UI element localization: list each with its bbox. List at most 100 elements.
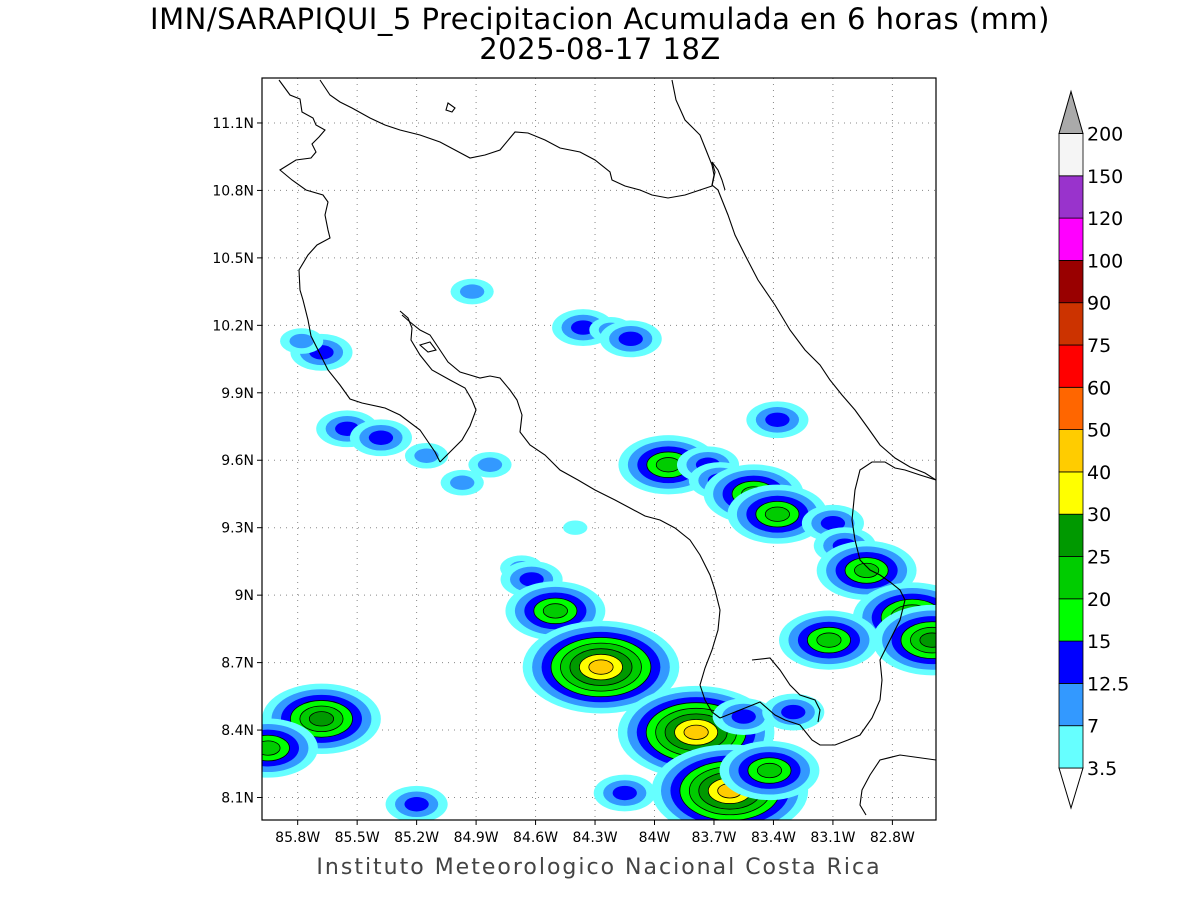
precip-contour <box>477 457 503 472</box>
coastline <box>278 79 936 816</box>
golfo-dulce-coastline <box>751 657 821 723</box>
colorbar-swatch <box>1058 725 1084 769</box>
colorbar-label: 60 <box>1087 377 1111 399</box>
burica-coastline <box>859 754 936 816</box>
lat-tick-label: 9N <box>235 588 254 604</box>
colorbar-swatch <box>1058 133 1084 177</box>
lat-tick-label: 8.4N <box>221 723 254 739</box>
chira-island <box>418 341 437 353</box>
precip-contour <box>655 457 681 473</box>
colorbar-label: 150 <box>1087 166 1123 188</box>
axis-labels: 11.1N 10.8N 10.5N 10.2N 9.9N 9.6N 9.3N 9N 8.7N 8.… <box>212 116 915 846</box>
colorbar-upper-arrow <box>1058 89 1084 134</box>
lat-tick-label: 9.6N <box>221 453 254 469</box>
lon-tick-label: 85.8W <box>275 830 320 846</box>
nicoya-gulf-coastline <box>399 310 477 463</box>
precip-contour <box>459 284 485 299</box>
map-subtitle: 2025-08-17 18Z <box>479 32 721 66</box>
colorbar-swatch <box>1058 302 1084 346</box>
colorbar-label: 15 <box>1087 631 1111 653</box>
osa-peninsula-coastline <box>719 461 936 746</box>
lat-tick-label: 11.1N <box>212 116 254 132</box>
precip-contour <box>781 704 806 720</box>
colorbar-swatch <box>1058 344 1084 388</box>
precip-contour <box>519 572 544 587</box>
colorbar-swatch <box>1058 683 1084 727</box>
lon-tick-label: 84.9W <box>454 830 499 846</box>
northern-border <box>319 79 726 199</box>
precip-contour <box>414 448 439 463</box>
lon-tick-label: 83.7W <box>691 830 736 846</box>
lat-tick-label: 10.2N <box>212 318 254 334</box>
precip-contour <box>820 516 846 531</box>
colorbar-swatch <box>1058 259 1084 304</box>
nicaragua-lake-islet <box>445 102 456 113</box>
precip-contour <box>854 562 880 579</box>
precip-contour <box>756 762 783 779</box>
colorbar-swatch <box>1058 556 1084 600</box>
gulf-inner-coastline <box>401 314 721 719</box>
colorbar: 3.5 7 12.5 15 20 25 30 40 50 60 75 90 100 120 150 200 <box>1058 89 1129 810</box>
colorbar-label: 25 <box>1087 547 1111 569</box>
precip-contour <box>731 709 756 724</box>
lon-tick-label: 84.6W <box>513 830 558 846</box>
precip-contour <box>919 632 936 648</box>
colorbar-swatch <box>1058 640 1084 684</box>
lat-tick-label: 8.7N <box>221 656 254 672</box>
map-frame <box>261 77 937 821</box>
colorbar-label: 120 <box>1087 208 1123 230</box>
lat-tick-label: 9.3N <box>221 521 254 537</box>
colorbar-swatch <box>1058 471 1084 515</box>
colorbar-label: 100 <box>1087 250 1123 272</box>
precip-contour <box>289 333 314 349</box>
lat-tick-label: 8.1N <box>221 791 254 807</box>
colorbar-label: 20 <box>1087 589 1111 611</box>
precip-contour <box>612 785 637 801</box>
colorbar-label: 40 <box>1087 462 1111 484</box>
lon-tick-label: 82.8W <box>870 830 915 846</box>
precip-contour <box>683 724 709 740</box>
colorbar-label: 30 <box>1087 504 1111 526</box>
precip-contour <box>368 430 394 445</box>
precip-contour <box>816 632 842 648</box>
precip-contour <box>618 331 643 347</box>
colorbar-label: 90 <box>1087 293 1111 315</box>
pacific-coastline <box>278 79 441 463</box>
map-title: IMN/SARAPIQUI_5 Precipitacion Acumulada … <box>150 2 1050 36</box>
lon-tick-label: 84.3W <box>573 830 618 846</box>
precip-contour <box>450 475 475 490</box>
precip-contour <box>563 520 588 535</box>
footer-credit: Instituto Meteorologico Nacional Costa R… <box>316 855 882 880</box>
colorbar-swatch <box>1058 217 1084 261</box>
colorbar-swatch <box>1058 429 1084 473</box>
lon-tick-label: 84W <box>639 830 671 846</box>
colorbar-swatch <box>1058 513 1084 557</box>
lon-tick-label: 85.2W <box>394 830 439 846</box>
precip-contour <box>542 603 568 619</box>
colorbar-label: 50 <box>1087 420 1111 442</box>
colorbar-label: 3.5 <box>1087 758 1117 780</box>
precip-contour <box>404 797 429 812</box>
precip-contour <box>765 412 790 427</box>
colorbar-label: 12.5 <box>1087 673 1129 695</box>
colorbar-swatch <box>1058 598 1084 642</box>
precip-contour <box>308 711 335 727</box>
lon-tick-label: 83.4W <box>751 830 796 846</box>
precip-contour <box>262 740 281 756</box>
lat-tick-label: 9.9N <box>221 386 254 402</box>
lon-tick-label: 83.1W <box>810 830 855 846</box>
colorbar-label: 200 <box>1087 124 1123 146</box>
precip-contour <box>588 659 614 675</box>
colorbar-lower-arrow <box>1058 767 1084 810</box>
precip-contour <box>570 320 596 335</box>
lat-tick-label: 10.8N <box>212 183 254 199</box>
precip-contour <box>764 506 790 522</box>
precipitation-field <box>262 278 936 820</box>
lat-tick-label: 10.5N <box>212 251 254 267</box>
caribbean-coastline <box>671 79 936 481</box>
colorbar-swatch <box>1058 175 1084 219</box>
colorbar-label: 7 <box>1087 716 1099 738</box>
colorbar-label: 75 <box>1087 335 1111 357</box>
colorbar-swatch <box>1058 386 1084 430</box>
